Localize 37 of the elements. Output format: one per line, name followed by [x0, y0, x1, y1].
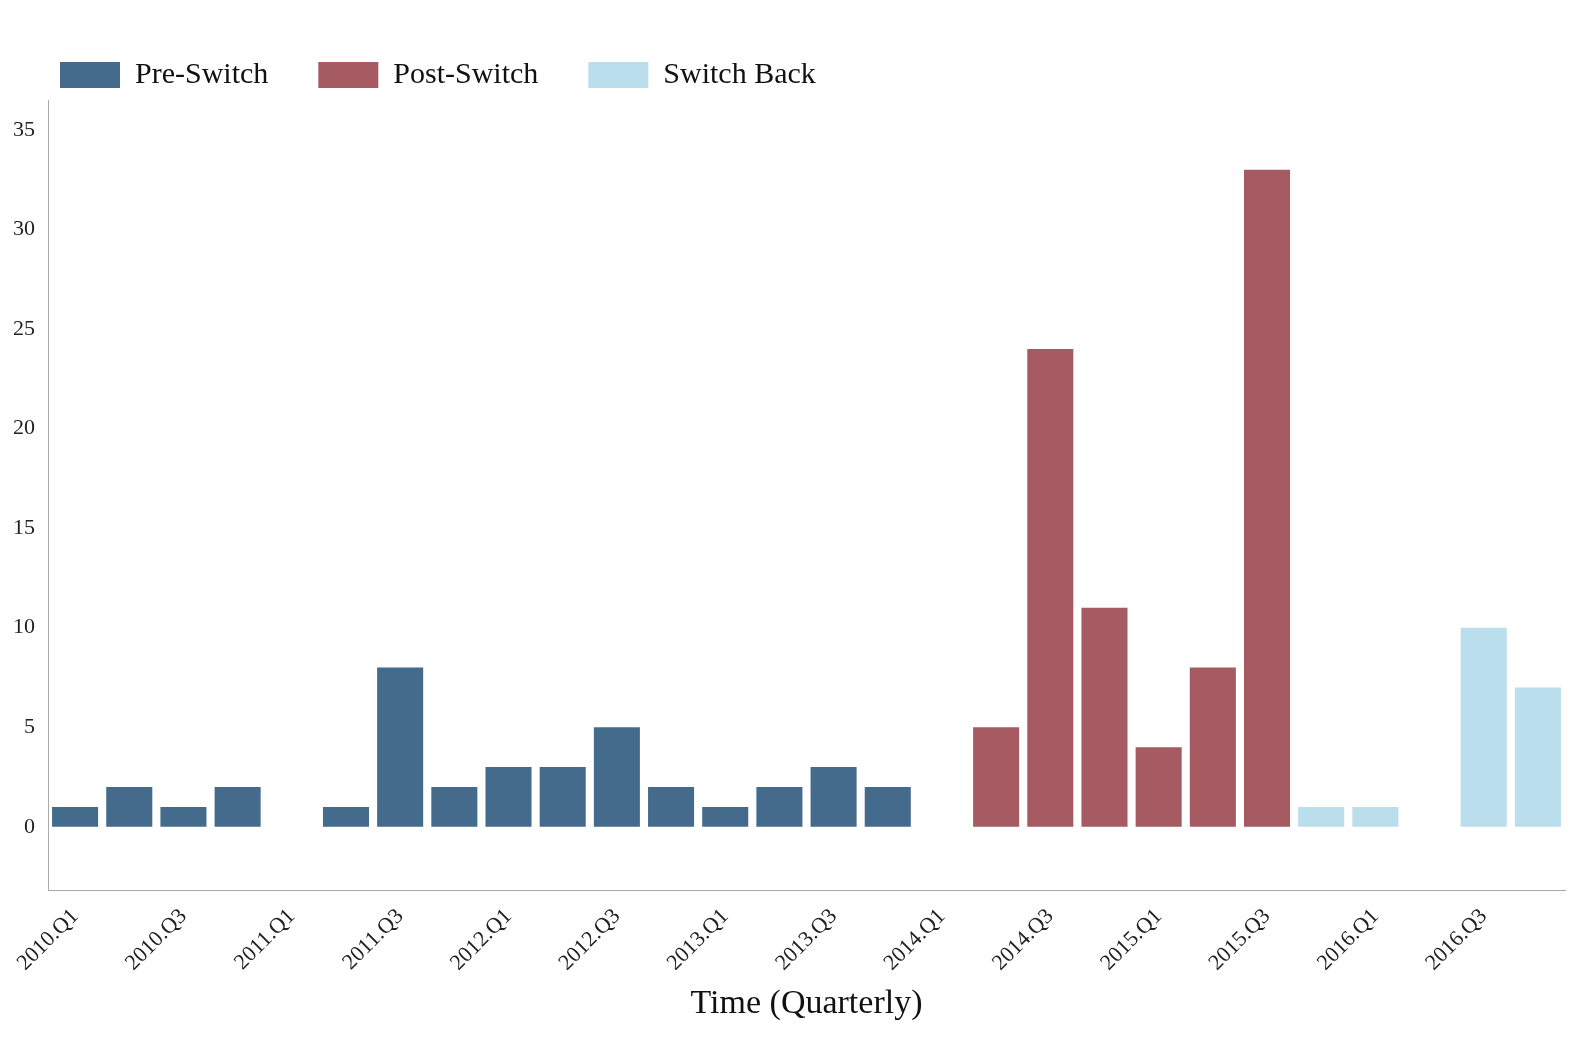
x-axis-title: Time (Quarterly) [690, 982, 923, 1021]
bar [214, 786, 261, 827]
bar [756, 786, 803, 827]
bar [1514, 687, 1561, 827]
bar [1189, 667, 1236, 827]
bar [322, 806, 370, 827]
bar [1243, 169, 1291, 827]
bar [485, 767, 532, 827]
y-tick-label: 30 [13, 215, 35, 241]
bar [1460, 627, 1507, 827]
bar [106, 786, 153, 827]
legend-label: Post-Switch [393, 55, 539, 89]
bar [973, 727, 1020, 827]
y-tick-label: 25 [13, 314, 35, 340]
y-tick-label: 20 [13, 414, 35, 440]
bar [702, 806, 749, 827]
bar [377, 667, 424, 827]
y-tick-label: 5 [24, 713, 35, 739]
bar [431, 786, 478, 827]
y-tick-label: 10 [13, 613, 35, 639]
bar [864, 786, 911, 827]
bar [1027, 348, 1074, 827]
bar [648, 786, 695, 827]
bar [810, 767, 857, 827]
bar [1298, 806, 1345, 827]
bar [593, 727, 640, 827]
y-tick-label: 35 [13, 115, 35, 141]
bar [1135, 747, 1182, 827]
y-tick-label: 15 [13, 513, 35, 539]
bar [160, 806, 207, 827]
y-tick-label: 0 [24, 812, 35, 838]
bar [52, 806, 99, 827]
legend-label: Pre-Switch [135, 55, 269, 89]
bar [539, 767, 586, 827]
bar [1352, 806, 1399, 827]
legend-label: Switch Back [663, 55, 816, 89]
bar [1081, 607, 1128, 827]
